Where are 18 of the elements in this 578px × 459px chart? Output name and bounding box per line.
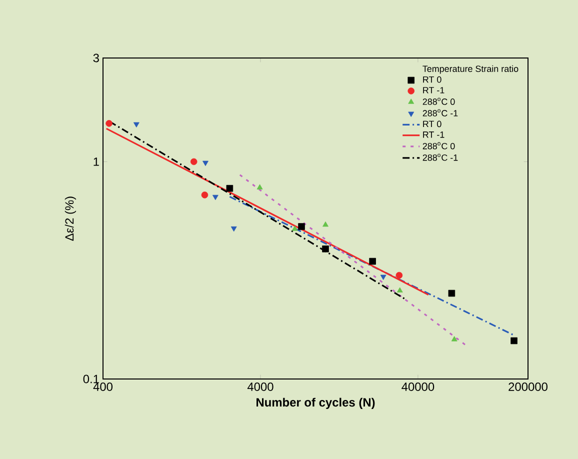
- legend-title: Temperature Strain ratio: [422, 65, 518, 74]
- y-tick-label: 1: [94, 158, 99, 166]
- legend-label: 288$^{o}$C -1: [422, 154, 458, 161]
- y-tick-label: 0.1: [83, 374, 99, 384]
- legend-label: 288$^{o}$C -1: [422, 109, 458, 116]
- legend-label: RT -1: [423, 132, 444, 138]
- y-tick-label: 3: [93, 54, 99, 62]
- legend-label: RT 0: [423, 120, 442, 128]
- legend-label: RT 0: [423, 76, 442, 83]
- x-tick-label: 4000: [247, 382, 274, 391]
- legend-label: 288$^{o}$C 0: [422, 98, 455, 105]
- x-tick-label: 40000: [402, 382, 434, 391]
- x-tick-label: 400: [93, 382, 113, 391]
- x-tick-label: 200000: [508, 382, 548, 391]
- y-axis-title: Δε/2 (%): [64, 196, 76, 241]
- legend-label: 288$^{o}$C 0: [422, 142, 455, 150]
- legend-label: RT -1: [423, 87, 444, 94]
- x-axis-title: Number of cycles (N): [256, 398, 375, 409]
